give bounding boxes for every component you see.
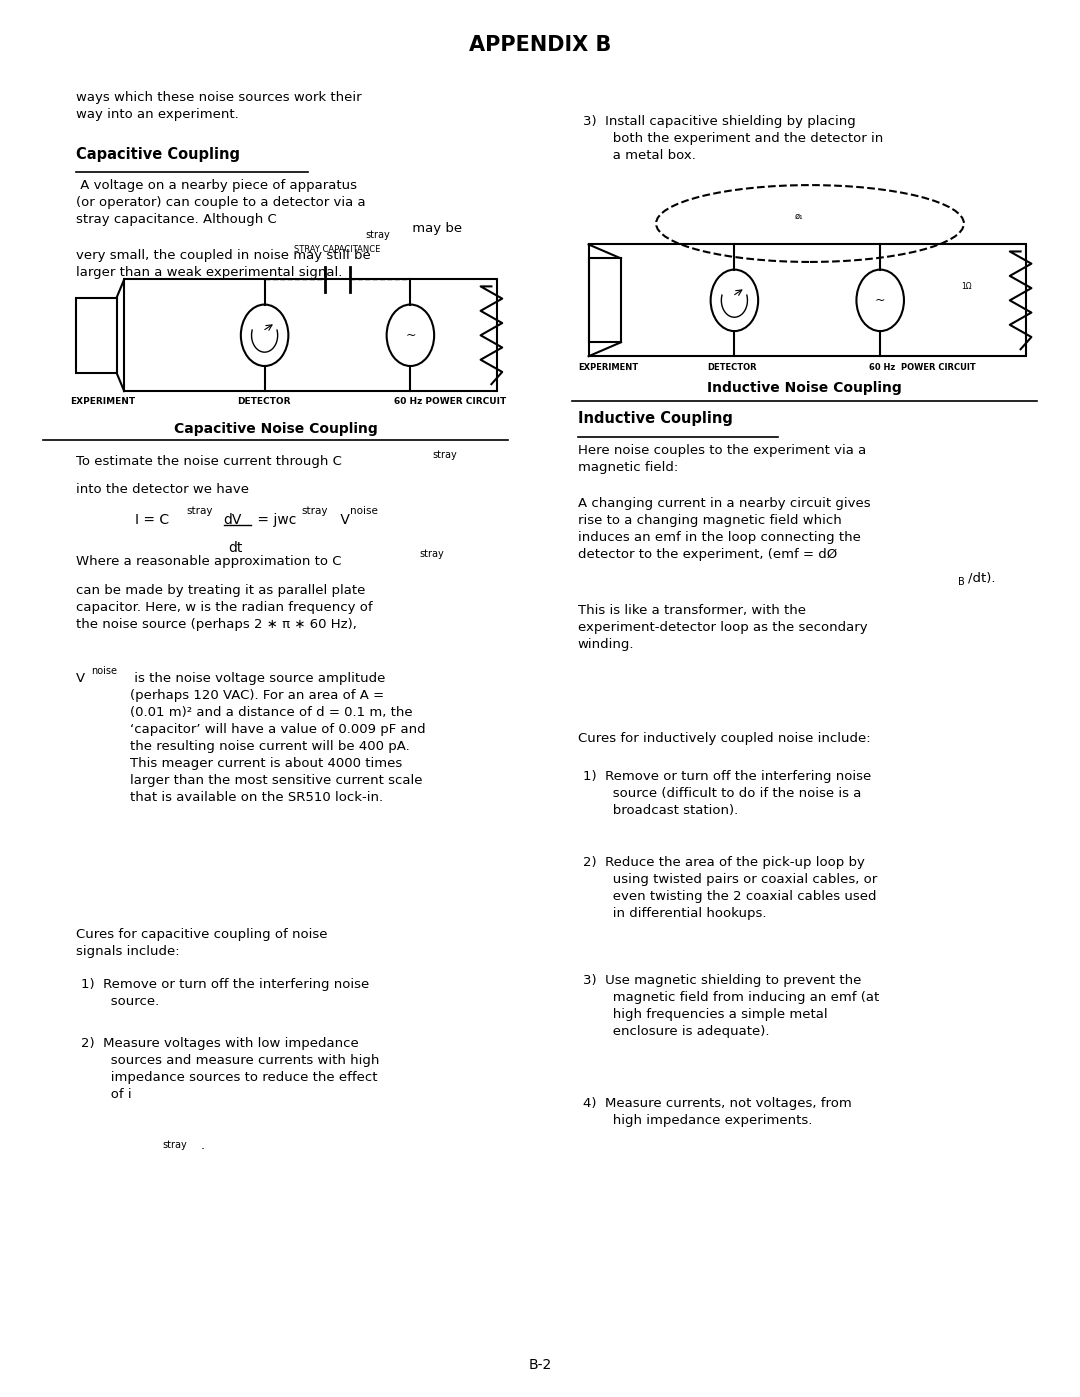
Text: into the detector we have: into the detector we have	[76, 483, 248, 496]
Text: Inductive Coupling: Inductive Coupling	[578, 411, 732, 426]
Text: Capacitive Noise Coupling: Capacitive Noise Coupling	[174, 422, 377, 436]
Text: A changing current in a nearby circuit gives
rise to a changing magnetic field w: A changing current in a nearby circuit g…	[578, 497, 870, 562]
Text: 60 Hz  POWER CIRCUIT: 60 Hz POWER CIRCUIT	[869, 363, 976, 372]
Text: very small, the coupled in noise may still be
larger than a weak experimental si: very small, the coupled in noise may sti…	[76, 249, 370, 278]
Text: 3)  Install capacitive shielding by placing
       both the experiment and the d: 3) Install capacitive shielding by placi…	[583, 115, 883, 162]
Text: ø₁: ø₁	[795, 212, 804, 221]
Text: may be: may be	[408, 222, 462, 235]
Text: can be made by treating it as parallel plate
capacitor. Here, w is the radian fr: can be made by treating it as parallel p…	[76, 584, 373, 631]
Text: = jwc: = jwc	[253, 513, 296, 527]
Text: stray: stray	[187, 506, 214, 515]
Text: is the noise voltage source amplitude
(perhaps 120 VAC). For an area of A =
(0.0: is the noise voltage source amplitude (p…	[130, 672, 426, 803]
Text: B-2: B-2	[528, 1358, 552, 1372]
Text: I = C: I = C	[135, 513, 170, 527]
Text: This is like a transformer, with the
experiment-detector loop as the secondary
w: This is like a transformer, with the exp…	[578, 604, 867, 651]
Text: Capacitive Coupling: Capacitive Coupling	[76, 147, 240, 162]
Text: ways which these noise sources work their
way into an experiment.: ways which these noise sources work thei…	[76, 91, 361, 120]
Text: stray: stray	[162, 1140, 187, 1150]
Text: DETECTOR: DETECTOR	[238, 397, 292, 405]
Text: stray: stray	[365, 229, 390, 240]
Text: 60 Hz POWER CIRCUIT: 60 Hz POWER CIRCUIT	[394, 397, 507, 405]
Text: noise: noise	[91, 666, 117, 676]
Text: /dt).: /dt).	[968, 571, 995, 584]
Text: 3)  Use magnetic shielding to prevent the
       magnetic field from inducing an: 3) Use magnetic shielding to prevent the…	[583, 974, 879, 1038]
Text: 1)  Remove or turn off the interfering noise
       source (difficult to do if t: 1) Remove or turn off the interfering no…	[583, 770, 872, 817]
Text: Inductive Noise Coupling: Inductive Noise Coupling	[707, 381, 902, 395]
Text: 2)  Reduce the area of the pick-up loop by
       using twisted pairs or coaxial: 2) Reduce the area of the pick-up loop b…	[583, 856, 877, 921]
Text: B: B	[958, 577, 964, 587]
Text: APPENDIX B: APPENDIX B	[469, 35, 611, 54]
Text: 2)  Measure voltages with low impedance
       sources and measure currents with: 2) Measure voltages with low impedance s…	[81, 1037, 379, 1101]
Text: ~: ~	[875, 293, 886, 307]
Text: dV: dV	[224, 513, 242, 527]
Text: .: .	[201, 1139, 205, 1151]
Text: dt: dt	[228, 541, 242, 555]
Text: EXPERIMENT: EXPERIMENT	[70, 397, 135, 405]
Text: DETECTOR: DETECTOR	[707, 363, 757, 372]
Text: V: V	[76, 672, 84, 685]
Text: A voltage on a nearby piece of apparatus
(or operator) can couple to a detector : A voltage on a nearby piece of apparatus…	[76, 179, 365, 226]
Text: Here noise couples to the experiment via a
magnetic field:: Here noise couples to the experiment via…	[578, 444, 866, 474]
Text: noise: noise	[350, 506, 378, 515]
Text: To estimate the noise current through C: To estimate the noise current through C	[76, 455, 341, 468]
Text: STRAY CAPACITANCE: STRAY CAPACITANCE	[295, 246, 380, 254]
Text: Cures for inductively coupled noise include:: Cures for inductively coupled noise incl…	[578, 732, 870, 745]
Text: 4)  Measure currents, not voltages, from
       high impedance experiments.: 4) Measure currents, not voltages, from …	[583, 1097, 852, 1126]
Text: stray: stray	[432, 450, 457, 460]
Text: 1Ω: 1Ω	[961, 282, 972, 291]
Text: EXPERIMENT: EXPERIMENT	[578, 363, 638, 372]
Text: ~: ~	[405, 328, 416, 342]
Text: 1)  Remove or turn off the interfering noise
       source.: 1) Remove or turn off the interfering no…	[81, 978, 369, 1007]
Text: V: V	[336, 513, 350, 527]
Text: stray: stray	[419, 549, 444, 559]
Text: Cures for capacitive coupling of noise
signals include:: Cures for capacitive coupling of noise s…	[76, 928, 327, 957]
Text: Where a reasonable approximation to C: Where a reasonable approximation to C	[76, 555, 341, 567]
Text: stray: stray	[301, 506, 328, 515]
